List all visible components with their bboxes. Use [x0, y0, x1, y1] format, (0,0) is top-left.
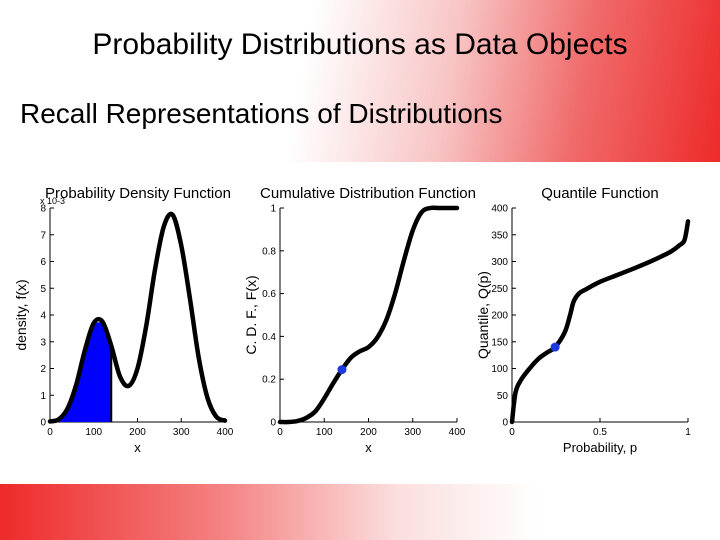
cdf-y-tick-label: 0.2	[262, 375, 276, 386]
quantile-y-tick-label: 100	[491, 364, 508, 375]
quantile-y-axis-label: Quantile, Q(p)	[475, 271, 491, 359]
cdf-x-tick-label: 200	[360, 427, 377, 438]
cdf-y-tick-label: 0	[270, 418, 276, 429]
pdf-x-tick-label: 300	[173, 427, 190, 438]
cdf-y-tick-label: 0.4	[262, 332, 276, 343]
cdf-x-axis-label: x	[365, 440, 372, 455]
figure-panel: Probability Density Function 0 100 200 300 40…	[0, 162, 720, 484]
quantile-y-tick-label: 150	[491, 337, 508, 348]
pdf-x-tick-label: 200	[129, 427, 146, 438]
quantile-y-tick-label: 0	[502, 418, 508, 429]
quantile-chart-title: Quantile Function	[541, 185, 659, 202]
cdf-x-tick-label: 100	[316, 427, 333, 438]
pdf-y-tick-label: 3	[40, 337, 46, 348]
cdf-series-line	[277, 205, 460, 425]
pdf-y-tick-label: 2	[40, 364, 46, 375]
pdf-y-axis-label: density, f(x)	[13, 279, 29, 350]
pdf-chart-title: Probability Density Function	[45, 185, 231, 202]
pdf-y-tick-label: 1	[40, 391, 46, 402]
cdf-x-tick-label: 300	[404, 427, 421, 438]
cdf-y-axis-label: C. D. F., F(x)	[243, 275, 259, 354]
cdf-x-tick-label: 0	[277, 427, 283, 438]
pdf-y-tick-label: 8	[40, 204, 46, 215]
cdf-x-tick-label: 400	[449, 427, 466, 438]
pdf-x-tick-label: 0	[47, 427, 53, 438]
slide-subtitle: Recall Representations of Distributions	[20, 98, 503, 129]
quantile-x-tick-label: 0.5	[593, 427, 607, 438]
pdf-y-tick-label: 5	[40, 284, 46, 295]
quantile-y-tick-label: 200	[491, 311, 508, 322]
pdf-y-tick-label: 4	[40, 311, 46, 322]
pdf-x-tick-label: 400	[217, 427, 234, 438]
cdf-chart-title: Cumulative Distribution Function	[260, 185, 476, 202]
pdf-y-tick-label: 6	[40, 257, 46, 268]
pdf-y-tick-label: 7	[40, 230, 46, 241]
pdf-y-tick-label: 0	[40, 418, 46, 429]
pdf-x-tick-label: 100	[85, 427, 102, 438]
quantile-y-tick-label: 300	[491, 257, 508, 268]
quantile-marker-point	[550, 342, 560, 352]
pdf-x-axis-label: x	[134, 440, 141, 455]
quantile-y-tick-label: 400	[491, 204, 508, 215]
quantile-y-tick-label: 250	[491, 284, 508, 295]
pdf-series-line	[47, 211, 228, 424]
cdf-y-tick-label: 1	[270, 204, 276, 215]
cdf-y-tick-label: 0.8	[262, 246, 276, 257]
quantile-x-tick-label: 0	[509, 427, 515, 438]
quantile-series-line	[509, 219, 691, 425]
quantile-x-axis-label: Probability, p	[563, 440, 637, 455]
quantile-y-tick-label: 50	[497, 391, 509, 402]
quantile-x-tick-label: 1	[685, 427, 691, 438]
cdf-marker-point	[337, 365, 347, 375]
slide-title: Probability Distributions as Data Object…	[92, 28, 628, 61]
quantile-y-tick-label: 350	[491, 230, 508, 241]
pdf-y-scale-label: x 10-3	[40, 196, 65, 206]
background-gradient-top	[0, 0, 720, 162]
cdf-y-tick-label: 0.6	[262, 289, 276, 300]
background-gradient-bottom	[0, 484, 720, 540]
